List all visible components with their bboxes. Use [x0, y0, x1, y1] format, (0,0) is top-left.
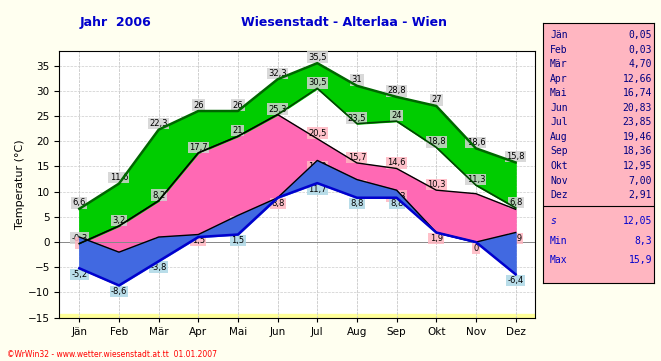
- Text: 26: 26: [193, 100, 204, 109]
- Text: ©WrWin32 - www.wetter.wiesenstadt.at.tt  01.01.2007: ©WrWin32 - www.wetter.wiesenstadt.at.tt …: [7, 350, 217, 359]
- Text: s: s: [550, 216, 556, 226]
- Y-axis label: Temperatur (°C): Temperatur (°C): [15, 139, 25, 229]
- Text: 1,5: 1,5: [231, 236, 245, 245]
- Text: Min: Min: [550, 236, 568, 246]
- Text: 20,5: 20,5: [308, 129, 327, 138]
- Text: 6,8: 6,8: [509, 198, 522, 207]
- Text: 23,85: 23,85: [623, 117, 652, 127]
- Text: -5,2: -5,2: [71, 270, 87, 279]
- Text: 15,7: 15,7: [348, 153, 366, 162]
- Text: 17,7: 17,7: [189, 143, 208, 152]
- Text: 12,05: 12,05: [623, 216, 652, 226]
- Text: 14,6: 14,6: [387, 158, 406, 168]
- Text: Okt: Okt: [550, 161, 568, 171]
- Text: 4,70: 4,70: [629, 59, 652, 69]
- Text: 2,91: 2,91: [629, 190, 652, 200]
- Text: 25,3: 25,3: [268, 105, 287, 114]
- Text: 22,3: 22,3: [149, 119, 168, 128]
- Text: 16,2: 16,2: [308, 162, 327, 171]
- Text: Max: Max: [550, 255, 568, 265]
- Text: Nov: Nov: [550, 175, 568, 186]
- Text: 0,03: 0,03: [629, 44, 652, 55]
- Text: 18,8: 18,8: [427, 137, 446, 146]
- Text: 19,46: 19,46: [623, 132, 652, 142]
- Text: 8,8: 8,8: [271, 199, 284, 208]
- Text: 18,6: 18,6: [467, 138, 485, 147]
- Text: Mär: Mär: [550, 59, 568, 69]
- Text: 5,3: 5,3: [231, 217, 245, 226]
- Text: -0,3: -0,3: [71, 234, 87, 243]
- Text: Apr: Apr: [550, 74, 568, 84]
- Text: 26: 26: [233, 100, 243, 109]
- Text: Dez: Dez: [550, 190, 568, 200]
- Text: 0: 0: [473, 244, 479, 253]
- Text: Mai: Mai: [550, 88, 568, 98]
- Text: 28,8: 28,8: [387, 86, 406, 95]
- Text: 11,6: 11,6: [110, 173, 128, 182]
- Text: 32,3: 32,3: [268, 69, 287, 78]
- Text: 8,2: 8,2: [152, 191, 165, 200]
- Text: 20,83: 20,83: [623, 103, 652, 113]
- Text: Jän: Jän: [550, 30, 568, 40]
- Text: 27: 27: [431, 95, 442, 104]
- Text: 18,36: 18,36: [623, 147, 652, 156]
- Text: 21: 21: [233, 126, 243, 135]
- Text: 1,9: 1,9: [509, 234, 522, 243]
- Text: -6,4: -6,4: [508, 276, 524, 285]
- Text: Jahr  2006: Jahr 2006: [79, 16, 151, 29]
- Text: 8,8: 8,8: [390, 199, 403, 208]
- Text: Aug: Aug: [550, 132, 568, 142]
- Text: 12,66: 12,66: [623, 74, 652, 84]
- Text: Feb: Feb: [550, 44, 568, 55]
- Text: 15,9: 15,9: [629, 255, 652, 265]
- Text: Sep: Sep: [550, 147, 568, 156]
- Text: 3,2: 3,2: [112, 216, 126, 225]
- Text: -2: -2: [115, 254, 123, 263]
- Text: -3,8: -3,8: [151, 263, 167, 272]
- Text: -8,6: -8,6: [111, 287, 127, 296]
- Text: 8,3: 8,3: [635, 236, 652, 246]
- Text: 1,9: 1,9: [430, 234, 443, 243]
- Text: 23,5: 23,5: [348, 114, 366, 123]
- Text: 6,6: 6,6: [73, 198, 86, 207]
- Text: 7,00: 7,00: [629, 175, 652, 186]
- Text: 10,3: 10,3: [427, 180, 446, 189]
- Bar: [59, 314, 535, 318]
- Text: 12,4: 12,4: [348, 181, 366, 190]
- Text: 10,3: 10,3: [387, 192, 406, 201]
- Text: 31: 31: [352, 75, 362, 84]
- Text: 15,8: 15,8: [506, 152, 525, 161]
- Text: 1,5: 1,5: [192, 236, 205, 245]
- Text: 11,3: 11,3: [467, 175, 485, 184]
- Text: 16,74: 16,74: [623, 88, 652, 98]
- Text: 12,95: 12,95: [623, 161, 652, 171]
- Text: 11,7: 11,7: [308, 184, 327, 193]
- Text: 30,5: 30,5: [308, 78, 327, 87]
- Text: 1: 1: [156, 239, 161, 248]
- Text: Jul: Jul: [550, 117, 568, 127]
- Text: 8,8: 8,8: [350, 199, 364, 208]
- Text: 1: 1: [77, 239, 82, 248]
- Text: 35,5: 35,5: [308, 53, 327, 62]
- Text: Wiesenstadt - Alterlaa - Wien: Wiesenstadt - Alterlaa - Wien: [241, 16, 447, 29]
- Text: Jun: Jun: [550, 103, 568, 113]
- Text: 0,05: 0,05: [629, 30, 652, 40]
- Text: 24: 24: [391, 111, 402, 120]
